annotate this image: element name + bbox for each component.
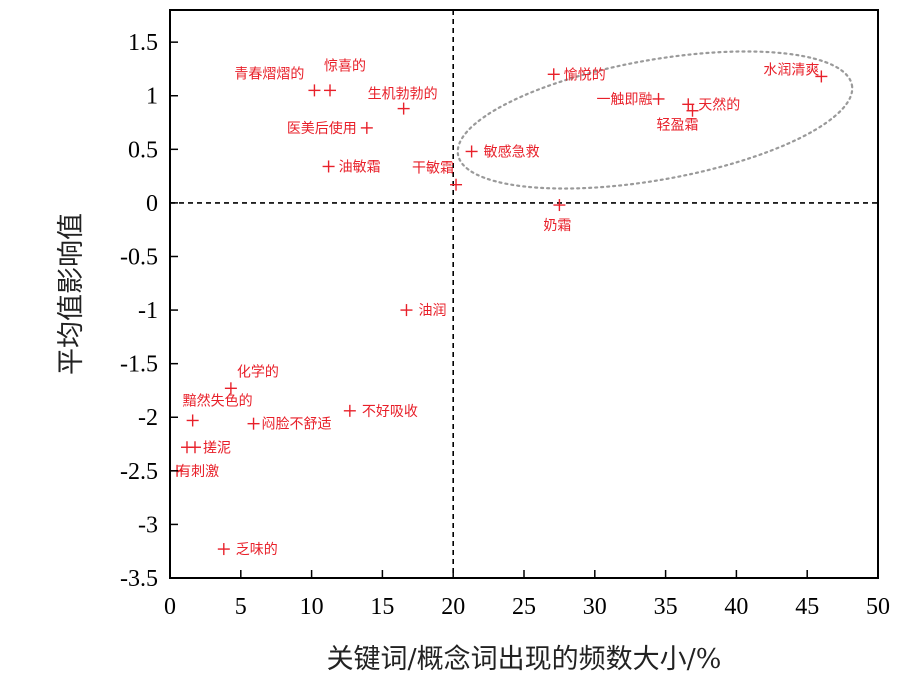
point-label: 油敏霜 [339, 159, 381, 175]
data-point: 黯然失色的 [183, 392, 253, 427]
data-point: 乏味的 [217, 542, 278, 558]
point-label: 不好吸收 [362, 404, 418, 420]
reference-lines [170, 10, 878, 578]
y-tick-label: -2.5 [120, 459, 158, 485]
data-point: 青春熠熠的 [234, 66, 321, 97]
y-tick-label: -1 [138, 298, 158, 324]
point-label: 轻盈霜 [657, 118, 699, 134]
data-point: 化学的 [224, 364, 279, 395]
point-label: 搓泥 [203, 440, 231, 456]
point-label: 敏感急救 [484, 143, 540, 160]
x-tick-label: 0 [164, 594, 176, 620]
x-tick-label: 30 [583, 594, 607, 620]
point-label: 愉悦的 [564, 67, 606, 83]
x-tick-label: 35 [654, 594, 678, 620]
y-tick-label: 1 [146, 84, 158, 110]
x-tick-label: 20 [441, 594, 465, 620]
point-label: 奶霜 [543, 218, 571, 234]
y-axis-title: 平均值影响值 [56, 213, 87, 375]
x-tick-label: 10 [300, 594, 324, 620]
x-tick-label: 45 [795, 594, 819, 620]
y-tick-label: -2 [138, 405, 158, 431]
point-label: 生机勃勃的 [368, 87, 438, 103]
point-label: 一触即融 [597, 92, 653, 108]
y-tick-label: -3.5 [120, 566, 158, 592]
data-point: 奶霜 [543, 199, 571, 234]
point-label: 医美后使用 [287, 120, 357, 137]
y-tick-label: 0.5 [128, 137, 158, 163]
point-label: 青春熠熠的 [234, 66, 304, 82]
data-point: 愉悦的 [547, 67, 606, 83]
point-label: 油润 [418, 303, 446, 319]
point-label: 干敏霜 [412, 161, 454, 177]
point-label: 闷脸不舒适 [262, 417, 332, 433]
data-point: 一触即融 [597, 92, 665, 108]
point-label: 黯然失色的 [183, 392, 253, 409]
x-tick-label: 15 [370, 594, 394, 620]
x-axis-title: 关键词/概念词出现的频数大小/% [327, 644, 722, 675]
data-point: 油敏霜 [322, 159, 381, 175]
data-point: 水润清爽 [763, 62, 828, 83]
data-point: 干敏霜 [412, 161, 463, 191]
y-tick-label: -1.5 [120, 352, 158, 378]
data-point: 轻盈霜 [657, 104, 699, 134]
plot-frame [169, 9, 879, 579]
axis-ticks: 0 5 10 15 20 25 30 35 40 45 50 1.5 1 0.5 0 -0.5 -1 -1.5 -2… [120, 30, 890, 620]
highlight-ellipse-layer [456, 50, 854, 190]
point-label: 有刺激 [177, 463, 219, 480]
point-label: 水润清爽 [763, 62, 819, 78]
x-tick-label: 5 [235, 594, 247, 620]
y-tick-label: -0.5 [120, 244, 158, 270]
point-label: 乏味的 [236, 542, 278, 558]
data-point: 生机勃勃的 [368, 87, 438, 115]
data-point: 敏感急救 [465, 143, 540, 160]
highlight-ellipse [456, 50, 854, 190]
x-tick-label: 25 [512, 594, 536, 620]
point-label: 惊喜的 [324, 58, 366, 74]
data-point: 不好吸收 [343, 404, 418, 420]
data-point: 惊喜的 [324, 58, 366, 97]
y-tick-label: 1.5 [128, 30, 158, 56]
data-point: 天然的 [682, 96, 740, 113]
y-tick-label: -3 [138, 512, 158, 538]
data-point: 医美后使用 [287, 120, 373, 137]
data-point: 闷脸不舒适 [247, 417, 332, 433]
data-point: 油润 [400, 303, 446, 319]
point-label: 化学的 [237, 364, 279, 380]
x-tick-label: 40 [724, 594, 748, 620]
point-label: 天然的 [698, 96, 740, 113]
data-point: 搓泥 [180, 440, 231, 456]
y-tick-label: 0 [146, 191, 158, 217]
x-tick-label: 50 [866, 594, 890, 620]
data-point: 有刺激 [171, 463, 219, 480]
